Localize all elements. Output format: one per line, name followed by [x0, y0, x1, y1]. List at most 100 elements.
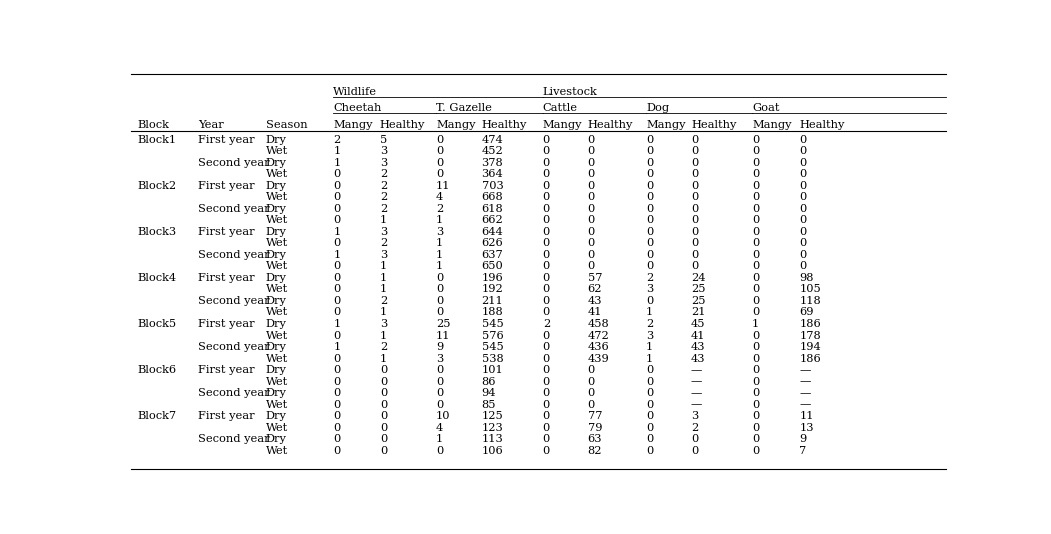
Text: 0: 0	[588, 192, 595, 202]
Text: 1: 1	[436, 238, 444, 248]
Text: 0: 0	[542, 273, 550, 283]
Text: 0: 0	[588, 365, 595, 375]
Text: 668: 668	[481, 192, 503, 202]
Text: 2: 2	[379, 192, 387, 202]
Text: 2: 2	[691, 422, 698, 433]
Text: 0: 0	[588, 399, 595, 410]
Text: 82: 82	[588, 446, 602, 456]
Text: 436: 436	[588, 342, 610, 352]
Text: Dry: Dry	[266, 204, 287, 214]
Text: 545: 545	[481, 342, 503, 352]
Text: 0: 0	[542, 192, 550, 202]
Text: 3: 3	[646, 285, 654, 294]
Text: 0: 0	[542, 158, 550, 168]
Text: 0: 0	[799, 192, 806, 202]
Text: 106: 106	[481, 446, 503, 456]
Text: 0: 0	[333, 434, 341, 444]
Text: 2: 2	[333, 135, 341, 145]
Text: —: —	[691, 388, 702, 398]
Text: 0: 0	[542, 399, 550, 410]
Text: 3: 3	[436, 354, 444, 364]
Text: Healthy: Healthy	[588, 120, 633, 130]
Text: 0: 0	[436, 376, 444, 387]
Text: 123: 123	[481, 422, 503, 433]
Text: 192: 192	[481, 285, 503, 294]
Text: 0: 0	[753, 411, 759, 421]
Text: 0: 0	[588, 204, 595, 214]
Text: 57: 57	[588, 273, 602, 283]
Text: 0: 0	[333, 285, 341, 294]
Text: 0: 0	[588, 388, 595, 398]
Text: Block4: Block4	[138, 273, 177, 283]
Text: 0: 0	[436, 135, 444, 145]
Text: First year: First year	[199, 273, 254, 283]
Text: 0: 0	[691, 434, 698, 444]
Text: First year: First year	[199, 411, 254, 421]
Text: 0: 0	[333, 446, 341, 456]
Text: 0: 0	[646, 446, 654, 456]
Text: 0: 0	[542, 342, 550, 352]
Text: 2: 2	[646, 319, 654, 329]
Text: 364: 364	[481, 169, 503, 179]
Text: 0: 0	[799, 181, 806, 191]
Text: 25: 25	[436, 319, 451, 329]
Text: 194: 194	[799, 342, 821, 352]
Text: 0: 0	[753, 192, 759, 202]
Text: 0: 0	[333, 262, 341, 271]
Text: Dry: Dry	[266, 158, 287, 168]
Text: 0: 0	[436, 273, 444, 283]
Text: 1: 1	[379, 273, 387, 283]
Text: 11: 11	[436, 181, 451, 191]
Text: 11: 11	[799, 411, 813, 421]
Text: 1: 1	[379, 308, 387, 318]
Text: 0: 0	[333, 331, 341, 341]
Text: 1: 1	[333, 158, 341, 168]
Text: 118: 118	[799, 296, 821, 306]
Text: 0: 0	[799, 215, 806, 225]
Text: 0: 0	[436, 446, 444, 456]
Text: 1: 1	[379, 331, 387, 341]
Text: 0: 0	[588, 215, 595, 225]
Text: 0: 0	[333, 399, 341, 410]
Text: 3: 3	[379, 158, 387, 168]
Text: Cheetah: Cheetah	[333, 103, 382, 113]
Text: 0: 0	[379, 365, 387, 375]
Text: 0: 0	[646, 158, 654, 168]
Text: 3: 3	[379, 227, 387, 237]
Text: 1: 1	[333, 227, 341, 237]
Text: Second year: Second year	[199, 296, 270, 306]
Text: 452: 452	[481, 146, 503, 156]
Text: Dry: Dry	[266, 227, 287, 237]
Text: Wet: Wet	[266, 354, 288, 364]
Text: 101: 101	[481, 365, 503, 375]
Text: 0: 0	[753, 354, 759, 364]
Text: 0: 0	[436, 388, 444, 398]
Text: 1: 1	[436, 262, 444, 271]
Text: —: —	[691, 399, 702, 410]
Text: 43: 43	[691, 354, 705, 364]
Text: 11: 11	[436, 331, 451, 341]
Text: 0: 0	[646, 296, 654, 306]
Text: 4: 4	[436, 422, 444, 433]
Text: First year: First year	[199, 181, 254, 191]
Text: Wet: Wet	[266, 192, 288, 202]
Text: 2: 2	[379, 342, 387, 352]
Text: 0: 0	[333, 422, 341, 433]
Text: Healthy: Healthy	[691, 120, 737, 130]
Text: 0: 0	[646, 238, 654, 248]
Text: Wet: Wet	[266, 285, 288, 294]
Text: 0: 0	[588, 250, 595, 260]
Text: 0: 0	[542, 331, 550, 341]
Text: 2: 2	[379, 169, 387, 179]
Text: 0: 0	[753, 422, 759, 433]
Text: Block7: Block7	[138, 411, 177, 421]
Text: 0: 0	[542, 365, 550, 375]
Text: 0: 0	[691, 262, 698, 271]
Text: 0: 0	[542, 169, 550, 179]
Text: Healthy: Healthy	[799, 120, 845, 130]
Text: 0: 0	[646, 135, 654, 145]
Text: 0: 0	[753, 204, 759, 214]
Text: Season: Season	[266, 120, 307, 130]
Text: 0: 0	[333, 411, 341, 421]
Text: 0: 0	[542, 354, 550, 364]
